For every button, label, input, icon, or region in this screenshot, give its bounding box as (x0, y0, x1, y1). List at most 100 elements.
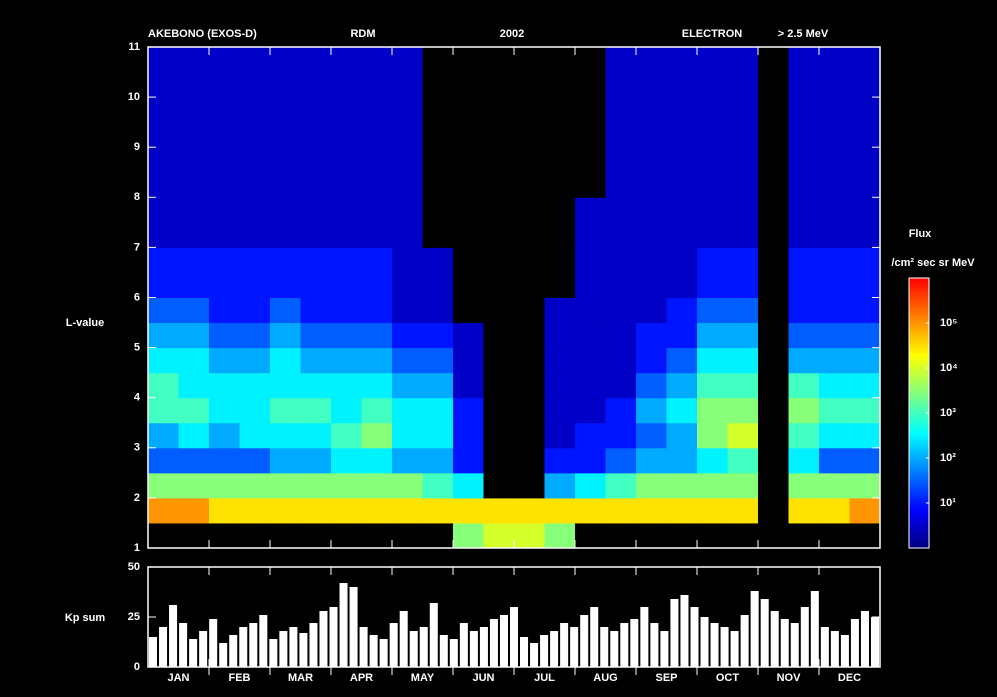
heatmap-cell (361, 422, 393, 449)
colorbar-segment (909, 533, 929, 537)
heatmap-cell (270, 397, 301, 424)
heatmap-cell (605, 247, 637, 298)
colorbar-units: /cm² sec sr MeV (891, 257, 975, 269)
heatmap-cell (788, 422, 820, 449)
x-tick-label: APR (350, 672, 373, 684)
colorbar-tick-label: 10¹ (940, 497, 956, 509)
heatmap-cell (514, 47, 545, 198)
bar (610, 631, 619, 667)
bar (259, 615, 268, 667)
y-axis-label: L-value (66, 317, 105, 329)
heatmap-cell (483, 447, 515, 474)
heatmap-cell (758, 472, 789, 499)
bar (790, 623, 799, 667)
chart-title: AKEBONO (EXOS-D) (148, 28, 257, 40)
heatmap-cell (300, 322, 332, 349)
heatmap-cell (636, 422, 667, 449)
bar (459, 623, 468, 667)
heatmap-cell (758, 372, 789, 399)
heatmap-cell (514, 247, 545, 298)
colorbar-segment (909, 281, 929, 285)
bar (660, 631, 669, 667)
heatmap-cell (758, 422, 789, 449)
heatmap-cell (300, 47, 332, 198)
heatmap-cell (636, 397, 667, 424)
heatmap-cell (819, 347, 850, 374)
x-tick-label: SEP (655, 672, 677, 684)
heatmap-cell (788, 497, 820, 524)
x-tick-label: JUN (472, 672, 494, 684)
heatmap-cell (453, 47, 484, 198)
y-tick-label: 0 (134, 661, 140, 673)
heatmap-cell (178, 347, 210, 374)
heatmap-cell (178, 422, 210, 449)
bar (580, 615, 589, 667)
heatmap-cell (178, 447, 210, 474)
y-tick-label: 10 (128, 91, 140, 103)
heatmap-cell (544, 197, 576, 248)
heatmap-cell (544, 347, 576, 374)
colorbar-segment (909, 503, 929, 507)
colorbar-segment (909, 419, 929, 423)
heatmap-cell (514, 372, 545, 399)
colorbar-segment (909, 476, 929, 480)
heatmap-cell (849, 472, 881, 499)
x-tick-label: DEC (838, 672, 861, 684)
heatmap-cell (178, 472, 210, 499)
colorbar-segment (909, 323, 929, 327)
colorbar-segment (909, 302, 929, 306)
heatmap-cell (422, 447, 454, 474)
heatmap-cell (361, 447, 393, 474)
heatmap-cell (727, 372, 759, 399)
heatmap-cell (270, 422, 301, 449)
heatmap-cell (361, 497, 393, 524)
bar (810, 591, 819, 667)
heatmap-cell (605, 472, 637, 499)
heatmap-cell (361, 297, 393, 324)
heatmap-cell (331, 297, 362, 324)
colorbar-segment (909, 326, 929, 330)
bar (870, 617, 879, 667)
heatmap-cell (148, 297, 179, 324)
bar (620, 623, 629, 667)
heatmap-cell (544, 297, 576, 324)
heatmap-cell (361, 522, 393, 549)
heatmap-cell (666, 397, 698, 424)
colorbar-segment (909, 284, 929, 288)
heatmap-cell (422, 322, 454, 349)
heatmap-cell (392, 297, 423, 324)
heatmap-cell (270, 447, 301, 474)
heatmap-cell (666, 247, 698, 298)
y-tick-label: 5 (134, 342, 140, 354)
bar (469, 631, 478, 667)
colorbar-segment (909, 347, 929, 351)
heatmap-cell (697, 522, 728, 549)
heatmap-cell (849, 197, 881, 248)
colorbar-title: Flux (909, 228, 932, 240)
bar (640, 607, 649, 667)
heatmap-cell (453, 422, 484, 449)
heatmap-cell (422, 347, 454, 374)
colorbar-segment (909, 401, 929, 405)
heatmap-cell (605, 497, 637, 524)
heatmap-cell (483, 497, 515, 524)
colorbar-segment (909, 320, 929, 324)
heatmap-cell (392, 397, 423, 424)
heatmap-cell (544, 247, 576, 298)
bar (700, 617, 709, 667)
colorbar-segment (909, 305, 929, 309)
bar (780, 619, 789, 667)
heatmap-cell (178, 522, 210, 549)
heatmap-cell (331, 497, 362, 524)
heatmap-cell (514, 422, 545, 449)
y-tick-label: 8 (134, 191, 140, 203)
heatmap-cell (819, 472, 850, 499)
colorbar-segment (909, 482, 929, 486)
heatmap-cell (575, 247, 606, 298)
bar (409, 631, 418, 667)
colorbar-segment (909, 377, 929, 381)
bar (570, 627, 579, 667)
bar (479, 627, 488, 667)
heatmap-cell (727, 497, 759, 524)
heatmap-cell (697, 372, 728, 399)
